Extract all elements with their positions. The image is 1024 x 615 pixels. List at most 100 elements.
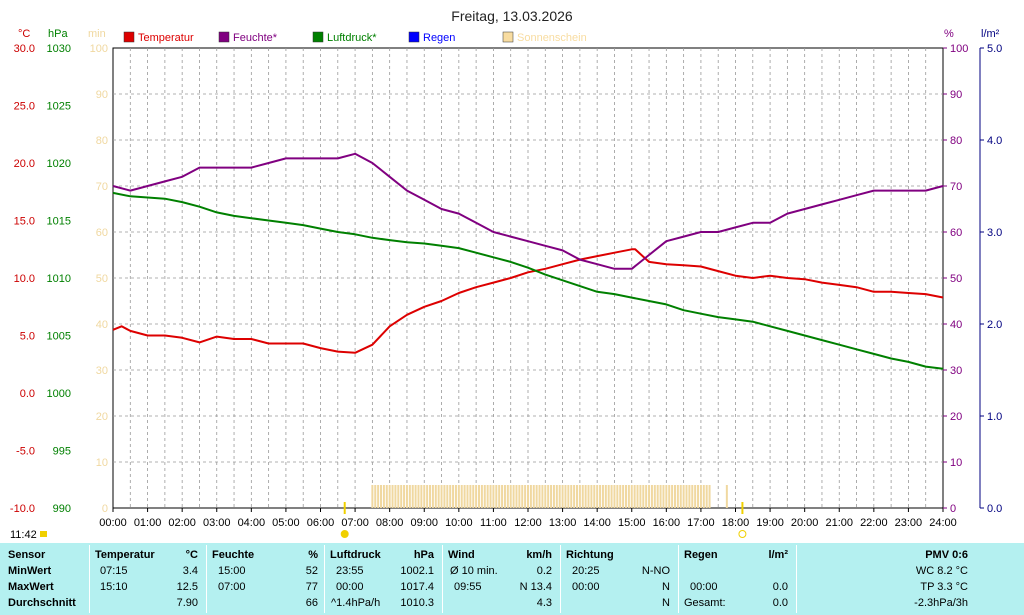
- humidity-tick-label: 30: [950, 365, 962, 377]
- sunshine-bar: [671, 485, 674, 508]
- sunshine-bar: [567, 485, 570, 508]
- sunshine-bar: [642, 485, 645, 508]
- rain-tick-label: 2.0: [987, 319, 1002, 331]
- max-label: MaxWert: [8, 581, 54, 593]
- sunshine-bar: [469, 485, 472, 508]
- divider: [796, 545, 797, 613]
- rain-total-value: 0.0: [772, 597, 788, 609]
- legend-swatch: [408, 31, 420, 43]
- sunshine-tick-label: 30: [96, 365, 108, 377]
- sunshine-bar: [463, 485, 466, 508]
- sunshine-bar: [483, 485, 486, 508]
- sunshine-bar: [645, 485, 648, 508]
- sunshine-bar: [446, 485, 449, 508]
- pressure-max-value: 1017.4: [400, 581, 434, 593]
- divider: [89, 545, 90, 613]
- sunshine-bar: [575, 485, 578, 508]
- pressure-trend: ^1.4hPa/h: [331, 597, 381, 609]
- sunshine-bar: [414, 485, 417, 508]
- x-tick-label: 24:00: [929, 517, 957, 529]
- sunshine-bar: [420, 485, 423, 508]
- stats-table: Sensor MinWert MaxWert Durchschnitt Temp…: [0, 543, 1024, 615]
- pressure-unit: hPa: [413, 549, 434, 561]
- sunshine-bar: [486, 485, 489, 508]
- temperature-unit: °C: [185, 549, 198, 561]
- sunshine-bar: [619, 485, 622, 508]
- sunshine-bar: [489, 485, 492, 508]
- sunshine-bar: [679, 485, 682, 508]
- sunshine-tick-label: 40: [96, 319, 108, 331]
- rain-header: Regen: [684, 549, 718, 561]
- dewpoint-value: TP 3.3 °C: [920, 581, 968, 593]
- pressure-tick-label: 995: [53, 446, 71, 458]
- legend-label: Temperatur: [138, 32, 194, 44]
- sunshine-bar: [639, 485, 642, 508]
- divider: [560, 545, 561, 613]
- sunshine-bar: [558, 485, 561, 508]
- windchill-value: WC 8.2 °C: [915, 565, 968, 577]
- x-tick-label: 23:00: [895, 517, 923, 529]
- temperature-tick-label: -5.0: [16, 446, 35, 458]
- x-tick-label: 13:00: [549, 517, 577, 529]
- pmv-header: PMV 0:6: [925, 549, 968, 561]
- pressure-tick-label: 1015: [47, 216, 71, 228]
- sunshine-bar: [524, 485, 527, 508]
- temperature-tick-label: 10.0: [14, 273, 35, 285]
- sunshine-bar: [371, 485, 374, 508]
- legend-swatch: [123, 31, 135, 43]
- temperature-tick-label: 30.0: [14, 43, 35, 55]
- pressure-unit-label: hPa: [48, 28, 68, 40]
- temperature-header: Temperatur: [95, 549, 155, 561]
- sunshine-bar: [555, 485, 558, 508]
- sunshine-tick-label: 80: [96, 135, 108, 147]
- legend-label: Feuchte*: [233, 32, 278, 44]
- temperature-tick-label: 20.0: [14, 158, 35, 170]
- rain-max-time: 00:00: [690, 581, 718, 593]
- sunshine-bar: [512, 485, 515, 508]
- sunshine-bar: [466, 485, 469, 508]
- sunshine-bar: [705, 485, 708, 508]
- sunshine-bar: [397, 485, 400, 508]
- wind-avg-value: 4.3: [536, 597, 552, 609]
- temperature-tick-label: 15.0: [14, 216, 35, 228]
- humidity-tick-label: 20: [950, 411, 962, 423]
- x-tick-label: 12:00: [514, 517, 542, 529]
- sunshine-bar: [552, 485, 555, 508]
- x-tick-label: 01:00: [134, 517, 162, 529]
- sunshine-bar: [417, 485, 420, 508]
- sensor-header: Sensor: [8, 549, 46, 561]
- sunshine-tick-label: 100: [90, 43, 108, 55]
- sunshine-bar: [697, 485, 700, 508]
- pressure-tick-label: 990: [53, 503, 71, 515]
- sunshine-bar: [449, 485, 452, 508]
- sunshine-bar: [604, 485, 607, 508]
- sunshine-bar: [475, 485, 478, 508]
- sunshine-bar: [431, 485, 434, 508]
- sunshine-bar: [426, 485, 429, 508]
- markers: 11:42: [10, 502, 747, 541]
- sunshine-bar: [702, 485, 705, 508]
- sunset-dot: [738, 530, 747, 538]
- sunshine-bar: [382, 485, 385, 508]
- sunshine-bar: [570, 485, 573, 508]
- sunshine-bar: [495, 485, 498, 508]
- legend-swatch: [218, 31, 230, 43]
- sunshine-bar: [633, 485, 636, 508]
- current-time-marker: [40, 531, 47, 537]
- sunshine-bar: [529, 485, 532, 508]
- humidity-unit: %: [308, 549, 318, 561]
- rain-max-value: 0.0: [772, 581, 788, 593]
- sunshine-bar: [561, 485, 564, 508]
- temperature-tick-label: 0.0: [20, 388, 35, 400]
- humidity-min-time: 15:00: [218, 565, 246, 577]
- sunshine-bar: [584, 485, 587, 508]
- sunshine-bar: [656, 485, 659, 508]
- rain-tick-label: 5.0: [987, 43, 1002, 55]
- sunshine-tick-label: 10: [96, 457, 108, 469]
- pressure-3h-trend: -2.3hPa/3h: [914, 597, 968, 609]
- sunshine-bar: [550, 485, 553, 508]
- temperature-tick-label: 25.0: [14, 101, 35, 113]
- sunshine-bar: [596, 485, 599, 508]
- humidity-tick-label: 100: [950, 43, 968, 55]
- avg-label: Durchschnitt: [8, 597, 76, 609]
